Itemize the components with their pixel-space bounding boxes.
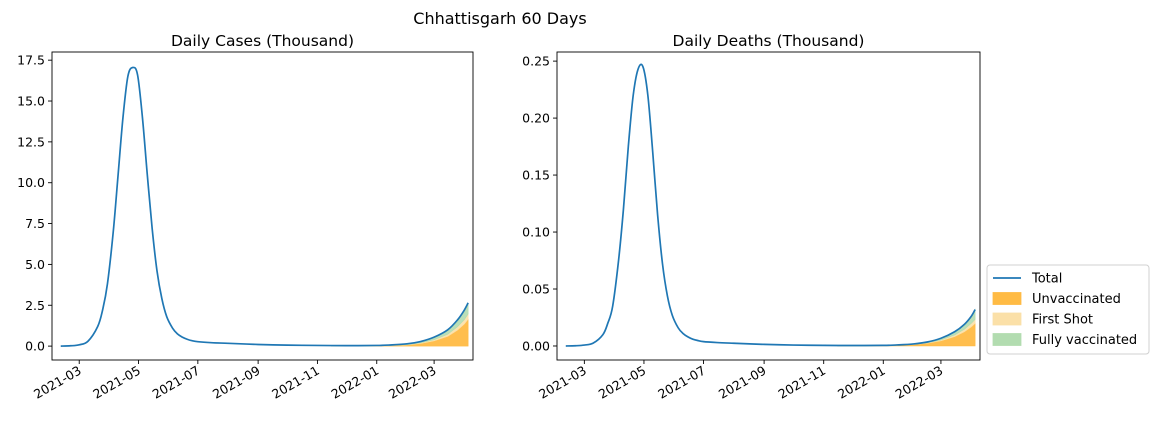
y-tick-label: 17.5 (17, 53, 45, 68)
x-tick-label: 2022-03 (386, 363, 439, 402)
chart-title: Daily Deaths (Thousand) (673, 32, 865, 50)
x-tick-label: 2021-03 (536, 363, 589, 402)
cases-chart: Daily Cases (Thousand) 0.0 2.5 5.0 7.5 10.0 12… (17, 32, 474, 402)
y-tick-label: 10.0 (17, 175, 45, 190)
x-tick-label: 2021-07 (150, 363, 203, 402)
legend-item-unvaccinated-label: Unvaccinated (1032, 292, 1121, 307)
x-tick-label: 2021-09 (210, 363, 263, 402)
deaths-chart: Daily Deaths (Thousand) 0.00 0.05 0.10 0.15 0… (522, 32, 981, 402)
axes-frame (556, 51, 981, 361)
x-tick-label: 2021-11 (269, 363, 322, 402)
legend-item-total-label: Total (1031, 272, 1062, 287)
line-total (565, 63, 976, 347)
y-tick-label: 15.0 (17, 94, 45, 109)
y-tick-label: 7.5 (25, 216, 45, 231)
y-tick-label: 2.5 (25, 298, 45, 313)
legend-item-first-shot-label: First Shot (1032, 313, 1093, 328)
x-tick-label: 2022-01 (835, 363, 888, 402)
legend-item-fully-vaccinated-label: Fully vaccinated (1032, 333, 1137, 348)
y-tick-label: 0.00 (522, 338, 550, 353)
x-tick-label: 2021-09 (716, 363, 769, 402)
x-tick-label: 2021-07 (655, 363, 708, 402)
legend-box (986, 264, 1150, 355)
x-tick-label: 2021-05 (596, 363, 649, 402)
x-tick-label: 2022-01 (329, 363, 382, 402)
x-tick-label: 2021-11 (775, 363, 828, 402)
y-tick-label: 0.20 (522, 111, 550, 126)
x-tick-label: 2021-03 (31, 363, 84, 402)
legend-item-unvaccinated-swatch (992, 292, 1022, 305)
chart-title: Daily Cases (Thousand) (171, 32, 354, 50)
figure-suptitle: Chhattisgarh 60 Days (413, 9, 586, 28)
y-tick-label: 0.25 (522, 54, 550, 69)
legend-item-fully-vaccinated-swatch (992, 333, 1022, 346)
x-tick-label: 2021-05 (90, 363, 143, 402)
y-tick-label: 5.0 (25, 257, 45, 272)
axes-frame (51, 51, 474, 361)
x-tick-label: 2022-03 (893, 363, 946, 402)
y-tick-label: 12.5 (17, 134, 45, 149)
y-tick-label: 0.15 (522, 168, 550, 183)
y-tick-label: 0.05 (522, 282, 550, 297)
line-total (60, 66, 469, 347)
legend-item-first-shot-swatch (992, 312, 1022, 326)
y-tick-label: 0.10 (522, 225, 550, 240)
legend: Total Unvaccinated First Shot Fully vaccina… (986, 264, 1150, 355)
y-tick-label: 0.0 (25, 339, 45, 354)
